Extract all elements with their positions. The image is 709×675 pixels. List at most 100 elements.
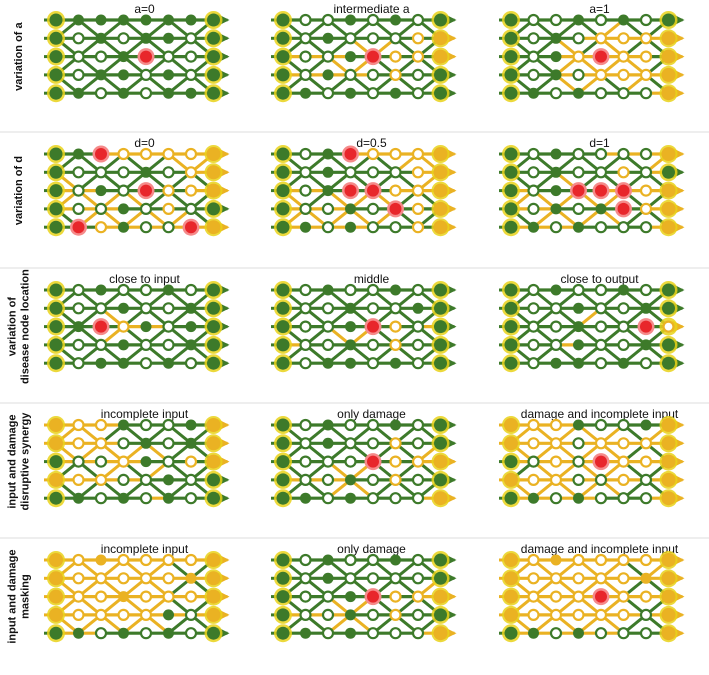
active-node <box>573 492 584 504</box>
disrupted-active-node <box>433 589 448 604</box>
disrupted-inactive-node <box>162 590 175 603</box>
row-label-line: variation of d <box>13 156 25 225</box>
disrupted-active-node <box>504 472 518 487</box>
damage-node <box>72 221 85 234</box>
disrupted-active-node <box>661 67 676 82</box>
inactive-node <box>411 473 425 486</box>
active-node <box>504 147 518 161</box>
disrupted-inactive-node <box>389 184 402 197</box>
inactive-node <box>366 202 380 215</box>
inactive-node <box>299 32 312 45</box>
disrupted-active-node <box>433 165 448 180</box>
panel-title: only damage <box>337 542 406 556</box>
disrupted-active-node <box>206 553 221 567</box>
active-node <box>550 166 562 178</box>
inactive-node <box>117 283 130 297</box>
active-node <box>573 87 584 99</box>
panel-title: incomplete input <box>101 407 189 421</box>
disrupted-active-node <box>550 554 562 566</box>
inactive-node <box>639 87 653 100</box>
disrupted-inactive-node <box>594 32 608 45</box>
nodes <box>502 11 678 103</box>
damage-node <box>572 184 585 197</box>
inactive-node <box>299 68 312 82</box>
disrupted-inactive-node <box>139 147 153 161</box>
edges <box>499 14 685 100</box>
disrupted-active-node <box>206 436 221 451</box>
active-node <box>322 148 334 160</box>
inactive-node <box>411 627 425 640</box>
inactive-node <box>299 608 312 622</box>
disrupted-active-node <box>661 86 676 101</box>
inactive-node <box>299 590 312 603</box>
active-node <box>95 32 107 44</box>
disrupted-inactive-node <box>94 590 108 603</box>
active-node <box>163 87 174 99</box>
inactive-node <box>389 627 402 640</box>
nodes <box>274 11 450 103</box>
disrupted-inactive-node <box>117 553 130 567</box>
inactive-node <box>411 283 425 297</box>
inactive-node <box>321 590 335 603</box>
inactive-node <box>162 437 175 450</box>
active-node <box>73 492 84 504</box>
inactive-node <box>366 572 380 585</box>
inactive-node <box>139 473 153 486</box>
inactive-node <box>389 572 402 585</box>
disrupted-active-node <box>504 553 518 567</box>
active-node <box>322 357 334 369</box>
inactive-node <box>366 437 380 450</box>
disrupted-inactive-node <box>639 437 653 450</box>
active-node <box>276 491 290 505</box>
inactive-node <box>321 627 335 640</box>
inactive-node <box>639 221 653 234</box>
disrupted-active-node <box>661 183 676 198</box>
active-node <box>412 302 424 314</box>
disrupted-inactive-node <box>594 608 608 622</box>
inactive-node <box>366 357 380 370</box>
active-node <box>322 32 334 44</box>
inactive-node <box>617 492 630 505</box>
inactive-node <box>594 302 608 315</box>
active-node <box>504 86 518 100</box>
disrupted-active-node <box>49 553 63 567</box>
disrupted-inactive-node <box>572 50 585 63</box>
active-node <box>434 338 447 352</box>
inactive-node <box>411 553 425 567</box>
active-node <box>618 357 629 369</box>
active-node <box>434 473 447 487</box>
inactive-node <box>594 166 608 179</box>
disrupted-inactive-node <box>72 418 85 432</box>
disrupted-inactive-node <box>411 50 425 63</box>
active-node <box>322 437 334 449</box>
active-node <box>207 13 220 27</box>
inactive-node <box>617 221 630 234</box>
inactive-node <box>411 357 425 370</box>
panel-r2-c3: d=1 <box>499 136 685 237</box>
inactive-node <box>366 627 380 640</box>
inactive-node <box>366 87 380 100</box>
active-node <box>185 339 197 351</box>
active-node <box>345 492 356 504</box>
disrupted-inactive-node <box>411 455 425 468</box>
row-labels: variation of a variation of d variation of… <box>7 21 32 643</box>
inactive-node <box>72 283 85 297</box>
inactive-node <box>139 418 153 432</box>
disrupted-inactive-node <box>411 32 425 45</box>
damage-node <box>389 202 402 215</box>
disrupted-inactive-node <box>527 473 540 486</box>
inactive-node <box>299 50 312 63</box>
active-node <box>276 202 290 216</box>
active-node <box>434 553 447 567</box>
active-node <box>434 320 447 334</box>
disrupted-inactive-node <box>72 608 85 622</box>
inactive-node <box>117 32 130 45</box>
disrupted-inactive-node <box>117 455 130 468</box>
disrupted-inactive-node <box>411 166 425 179</box>
disrupted-active-node <box>661 626 676 641</box>
active-node <box>118 627 129 639</box>
active-node <box>207 473 220 487</box>
disrupted-inactive-node <box>527 572 540 585</box>
inactive-node <box>117 166 130 179</box>
disrupted-inactive-node <box>572 590 585 603</box>
